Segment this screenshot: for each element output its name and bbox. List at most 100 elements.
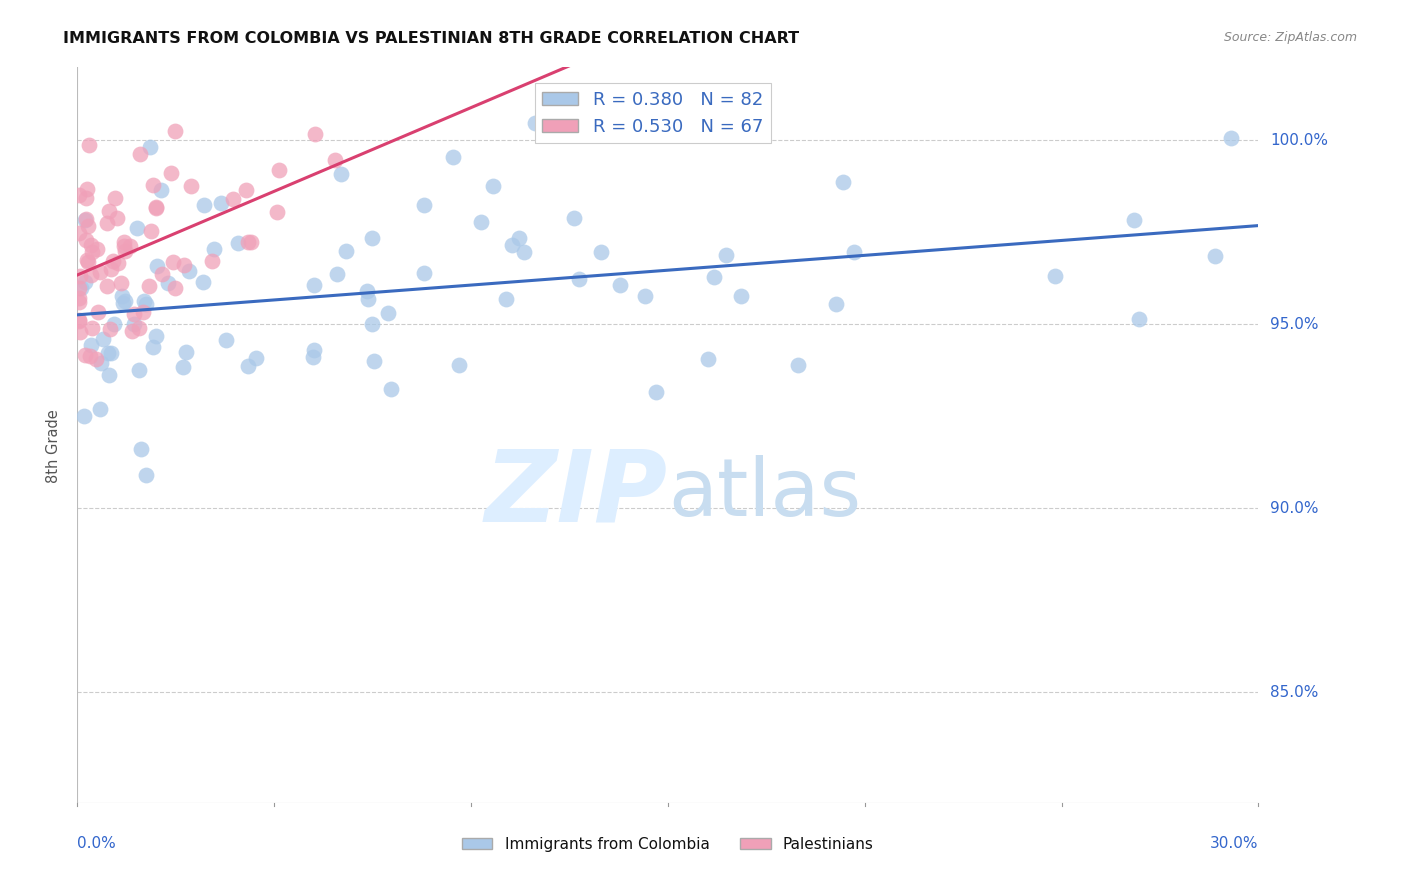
Point — [114, 294, 136, 309]
Point — [174, 345, 197, 359]
Point — [172, 359, 194, 374]
Point — [79, 137, 101, 152]
Point — [112, 235, 135, 250]
Point — [121, 324, 143, 338]
Point — [75, 191, 97, 205]
Point — [508, 231, 530, 245]
Point — [100, 261, 122, 276]
Point — [122, 318, 145, 332]
Point — [413, 198, 436, 212]
Point — [703, 269, 725, 284]
Point — [165, 281, 187, 295]
Point — [114, 244, 136, 258]
Point — [304, 128, 326, 142]
Point — [75, 213, 97, 227]
Point — [832, 175, 855, 189]
Point — [70, 281, 93, 295]
Point — [162, 254, 184, 268]
Point — [105, 211, 128, 226]
Point — [513, 244, 536, 259]
Point — [128, 321, 150, 335]
Point — [842, 244, 865, 259]
Point — [139, 140, 162, 154]
Point — [449, 358, 471, 372]
Point — [179, 264, 201, 278]
Point — [302, 343, 325, 358]
Point — [96, 278, 118, 293]
Point — [245, 351, 267, 366]
Point — [76, 255, 98, 269]
Point — [103, 317, 125, 331]
Point — [125, 220, 148, 235]
Point — [75, 211, 97, 226]
Point — [150, 182, 173, 196]
Point — [131, 305, 153, 319]
Text: Source: ZipAtlas.com: Source: ZipAtlas.com — [1223, 31, 1357, 45]
Point — [325, 267, 347, 281]
Point — [89, 402, 111, 417]
Point — [103, 254, 125, 268]
Point — [110, 277, 132, 291]
Point — [132, 294, 155, 309]
Point — [501, 238, 523, 252]
Point — [156, 276, 179, 290]
Point — [1128, 312, 1150, 326]
Point — [470, 215, 492, 229]
Point — [112, 296, 135, 310]
Point — [193, 198, 215, 212]
Point — [104, 191, 127, 205]
Point — [356, 285, 378, 299]
Point — [67, 227, 90, 241]
Point — [180, 178, 202, 193]
Point — [730, 289, 752, 303]
Text: 30.0%: 30.0% — [1211, 836, 1258, 851]
Point — [135, 468, 157, 483]
Point — [142, 340, 165, 354]
Point — [361, 317, 384, 331]
Text: 8th Grade: 8th Grade — [46, 409, 60, 483]
Point — [329, 167, 352, 181]
Point — [77, 219, 100, 233]
Point — [173, 258, 195, 272]
Point — [128, 363, 150, 377]
Text: ZIP: ZIP — [485, 445, 668, 542]
Text: 90.0%: 90.0% — [1270, 501, 1319, 516]
Point — [824, 297, 846, 311]
Point — [202, 242, 225, 256]
Point — [145, 200, 167, 214]
Point — [80, 238, 103, 252]
Point — [100, 346, 122, 360]
Point — [80, 268, 103, 282]
Point — [82, 321, 104, 335]
Point — [302, 350, 325, 364]
Point — [87, 305, 110, 319]
Point — [69, 269, 91, 284]
Point — [80, 338, 103, 352]
Point — [357, 292, 380, 306]
Point — [193, 275, 215, 289]
Point — [716, 247, 738, 261]
Point — [215, 333, 238, 347]
Point — [122, 308, 145, 322]
Point — [86, 242, 108, 256]
Point — [1219, 131, 1241, 145]
Point — [135, 297, 157, 311]
Point — [209, 195, 232, 210]
Point — [335, 244, 357, 259]
Point — [377, 306, 399, 320]
Text: IMMIGRANTS FROM COLOMBIA VS PALESTINIAN 8TH GRADE CORRELATION CHART: IMMIGRANTS FROM COLOMBIA VS PALESTINIAN … — [63, 31, 800, 46]
Point — [160, 166, 183, 180]
Point — [238, 235, 260, 249]
Point — [609, 277, 631, 292]
Point — [145, 202, 167, 216]
Point — [361, 230, 384, 244]
Text: 95.0%: 95.0% — [1270, 317, 1319, 332]
Point — [266, 204, 288, 219]
Point — [363, 353, 385, 368]
Text: 85.0%: 85.0% — [1270, 685, 1319, 700]
Point — [97, 346, 120, 360]
Point — [568, 272, 591, 286]
Point — [163, 124, 186, 138]
Point — [412, 266, 434, 280]
Point — [86, 351, 108, 366]
